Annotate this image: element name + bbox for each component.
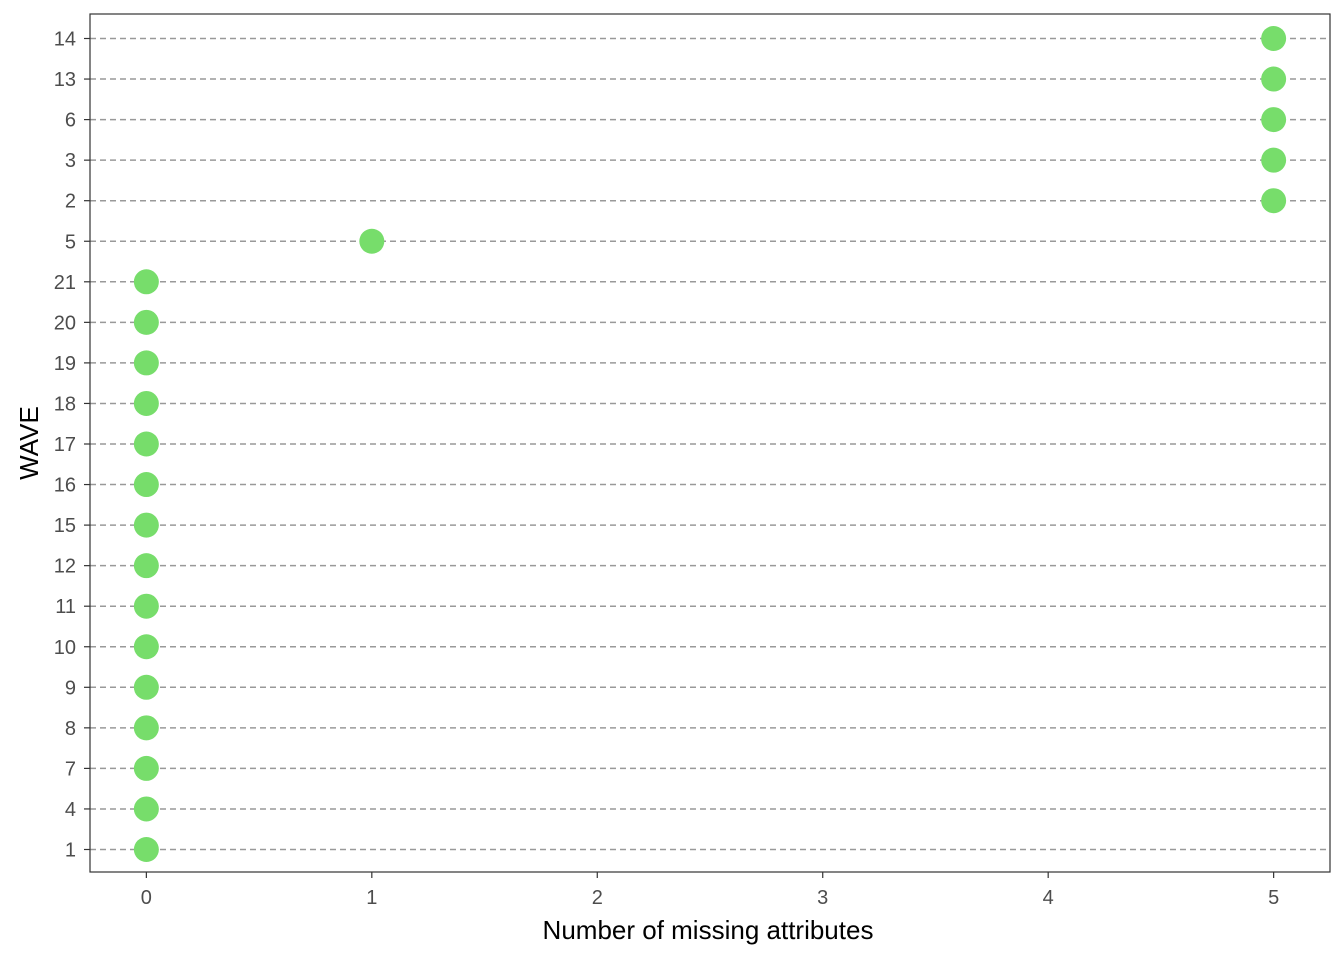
y-tick-label-10: 10 (54, 637, 76, 659)
point-wave-8 (133, 715, 159, 741)
y-tick-label-3: 3 (65, 150, 76, 172)
point-wave-5 (359, 228, 385, 254)
y-axis-title: WAVE (14, 406, 44, 480)
y-tick-label-18: 18 (54, 393, 76, 415)
x-axis-ticks: 0 1 2 3 4 5 (141, 872, 1279, 909)
y-tick-label-14: 14 (54, 29, 76, 51)
y-tick-label-17: 17 (54, 434, 76, 456)
point-wave-11 (133, 593, 159, 619)
y-tick-label-12: 12 (54, 556, 76, 578)
point-wave-14 (1261, 26, 1287, 51)
point-wave-18 (133, 390, 159, 416)
panel-border (89, 13, 1331, 873)
y-tick-label-13: 13 (54, 69, 76, 91)
point-wave-20 (133, 309, 159, 335)
y-tick-label-4: 4 (65, 799, 76, 821)
point-wave-3 (1261, 147, 1287, 173)
y-tick-label-1: 1 (65, 840, 76, 862)
y-tick-label-16: 16 (54, 475, 76, 497)
point-wave-13 (1261, 66, 1287, 92)
point-wave-12 (133, 553, 159, 579)
y-tick-label-9: 9 (65, 677, 76, 699)
point-wave-9 (133, 674, 159, 700)
y-tick-label-6: 6 (65, 110, 76, 132)
y-tick-label-11: 11 (55, 596, 76, 618)
x-axis-title: Number of missing attributes (543, 915, 874, 945)
y-tick-label-20: 20 (54, 312, 76, 334)
x-tick-label-1: 1 (366, 887, 377, 909)
y-tick-label-15: 15 (54, 515, 76, 537)
y-tick-label-19: 19 (54, 353, 76, 375)
point-wave-4 (133, 796, 159, 822)
gridlines (90, 37, 1330, 851)
point-wave-1 (133, 837, 159, 862)
point-wave-2 (1261, 188, 1287, 214)
y-tick-label-7: 7 (65, 758, 76, 780)
point-wave-21 (133, 269, 159, 295)
point-wave-19 (133, 350, 159, 376)
point-wave-16 (133, 472, 159, 498)
y-tick-label-5: 5 (65, 231, 76, 253)
point-wave-15 (133, 512, 159, 538)
point-wave-6 (1261, 107, 1287, 133)
x-tick-label-4: 4 (1043, 887, 1054, 909)
point-wave-7 (133, 755, 159, 781)
point-wave-10 (133, 634, 159, 660)
point-wave-17 (133, 431, 159, 457)
y-tick-label-21: 21 (54, 272, 76, 294)
y-tick-label-8: 8 (65, 718, 76, 740)
x-tick-label-2: 2 (592, 887, 603, 909)
x-tick-label-5: 5 (1268, 887, 1279, 909)
data-points (133, 26, 1287, 862)
x-tick-label-3: 3 (817, 887, 828, 909)
y-tick-label-2: 2 (65, 191, 76, 213)
x-tick-label-0: 0 (141, 887, 152, 909)
